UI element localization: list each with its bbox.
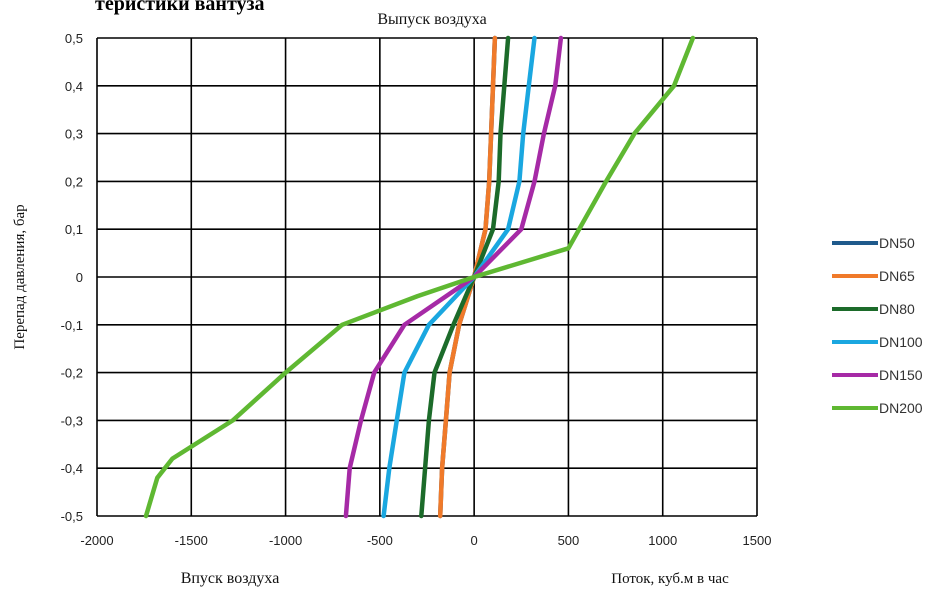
y-tick-label: -0,3: [61, 413, 83, 428]
x-tick-label: -1000: [269, 533, 302, 548]
y-tick-label: -0,5: [61, 509, 83, 524]
y-tick-label: -0,2: [61, 366, 83, 381]
y-tick-label: 0: [76, 270, 83, 285]
legend-label: DN200: [879, 400, 923, 416]
y-tick-label: 0,3: [65, 127, 83, 142]
series-lines: [143, 35, 696, 519]
x-tick-label: 0: [471, 533, 478, 548]
x-tick-label: 1000: [648, 533, 677, 548]
y-tick-label: 0,4: [65, 79, 83, 94]
x-tick-labels: -2000 -1500 -1000 -500 0 500 1000 1500: [80, 533, 771, 548]
y-axis-label: Перепад давления, бар: [12, 204, 28, 349]
x-tick-label: 500: [558, 533, 580, 548]
x-tick-label: -500: [367, 533, 393, 548]
y-tick-labels: 0,5 0,4 0,3 0,2 0,1 0 -0,1 -0,2 -0,3 -0,4 -0,5: [61, 31, 83, 524]
legend-label: DN50: [879, 235, 915, 251]
legend-item-dn50: DN50: [832, 235, 915, 251]
legend-item-dn100: DN100: [832, 334, 923, 350]
x-tick-label: -1500: [175, 533, 208, 548]
top-label: Выпуск воздуха: [377, 11, 486, 28]
y-tick-label: 0,1: [65, 222, 83, 237]
y-tick-label: -0,4: [61, 461, 83, 476]
y-tick-label: 0,5: [65, 31, 83, 46]
legend-item-dn150: DN150: [832, 367, 923, 383]
x-tick-label: -2000: [80, 533, 113, 548]
legend: DN50 DN65 DN80 DN100 DN150 DN200: [832, 235, 923, 416]
x-tick-label: 1500: [743, 533, 772, 548]
y-tick-label: 0,2: [65, 174, 83, 189]
legend-label: DN65: [879, 268, 915, 284]
bottom-left-label: Впуск воздуха: [181, 570, 280, 587]
legend-label: DN150: [879, 367, 923, 383]
cut-heading: теристики вантуза: [95, 0, 265, 15]
series-line-dn200: [143, 35, 696, 519]
y-tick-label: -0,1: [61, 318, 83, 333]
grid: [96, 37, 758, 517]
bottom-right-label: Поток, куб.м в час: [611, 571, 729, 587]
legend-item-dn65: DN65: [832, 268, 915, 284]
legend-label: DN100: [879, 334, 923, 350]
legend-item-dn200: DN200: [832, 400, 923, 416]
legend-item-dn80: DN80: [832, 301, 915, 317]
legend-label: DN80: [879, 301, 915, 317]
